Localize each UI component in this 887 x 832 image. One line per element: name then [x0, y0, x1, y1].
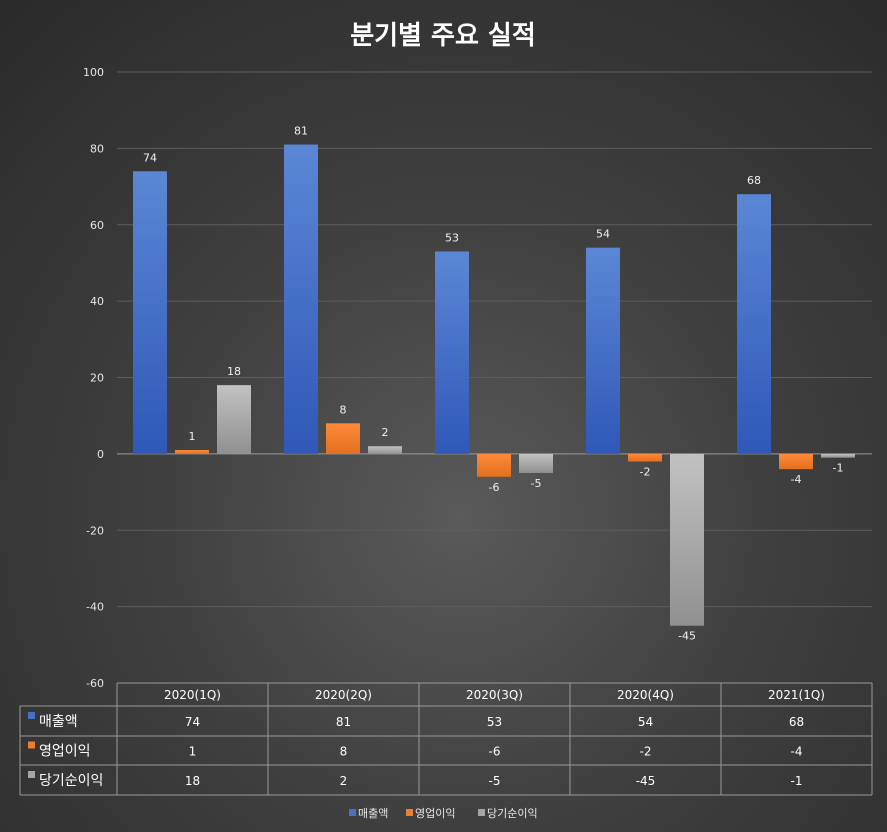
data-label: -6	[489, 481, 500, 494]
bar-영업이익-2020(4Q)	[628, 453, 662, 462]
data-label: -45	[678, 630, 696, 643]
y-tick-label: -60	[86, 677, 104, 690]
bar-매출액-2021(1Q)	[737, 194, 771, 454]
table-cell: 54	[638, 715, 653, 729]
data-label: 54	[596, 228, 610, 241]
bar-당기순이익-2020(2Q)	[368, 446, 402, 454]
chart-title: 분기별 주요 실적	[350, 21, 536, 51]
bar-매출액-2020(3Q)	[435, 251, 469, 454]
data-label: 53	[445, 231, 459, 244]
y-tick-label: 20	[90, 372, 104, 385]
bar-영업이익-2020(2Q)	[326, 423, 360, 454]
y-tick-label: 60	[90, 219, 104, 232]
legend-key	[349, 809, 356, 816]
table-cell: -2	[640, 745, 652, 759]
table-legend-key	[28, 771, 35, 778]
table-cell: -5	[489, 774, 501, 788]
legend-key	[406, 809, 413, 816]
y-tick-label: -20	[86, 524, 104, 537]
bar-영업이익-2020(1Q)	[175, 450, 209, 454]
bar-영업이익-2021(1Q)	[779, 453, 813, 470]
data-label: 68	[747, 174, 761, 187]
y-tick-label: 0	[97, 448, 104, 461]
table-cell: 18	[185, 774, 200, 788]
data-label: 81	[294, 125, 308, 138]
table-cell: 81	[336, 715, 351, 729]
table-row-label: 매출액	[39, 714, 78, 730]
bar-매출액-2020(1Q)	[133, 171, 167, 454]
table-legend-key	[28, 712, 35, 719]
table-cell: 68	[789, 715, 804, 729]
y-tick-label: -40	[86, 601, 104, 614]
data-label: -4	[791, 473, 802, 486]
table-header-cell: 2021(1Q)	[768, 688, 825, 702]
table-cell: -4	[791, 745, 803, 759]
bar-영업이익-2020(3Q)	[477, 453, 511, 477]
table-cell: 1	[189, 745, 197, 759]
data-label: -2	[640, 466, 651, 479]
table-header-cell: 2020(2Q)	[315, 688, 372, 702]
table-header-cell: 2020(1Q)	[164, 688, 221, 702]
table-cell: 74	[185, 715, 200, 729]
bar-당기순이익-2020(4Q)	[670, 453, 704, 626]
table-header-cell: 2020(3Q)	[466, 688, 523, 702]
data-label: 74	[143, 151, 157, 164]
legend-label: 당기순이익	[487, 807, 538, 820]
y-tick-label: 100	[83, 66, 104, 79]
y-tick-label: 80	[90, 142, 104, 155]
table-row-label: 영업이익	[39, 744, 91, 760]
table-cell: 53	[487, 715, 502, 729]
legend-label: 매출액	[358, 807, 388, 820]
legend-label: 영업이익	[415, 807, 455, 820]
table-row-label: 당기순이익	[39, 773, 103, 789]
table-cell: -6	[489, 745, 501, 759]
data-label: 18	[227, 365, 241, 378]
bar-당기순이익-2021(1Q)	[821, 453, 855, 458]
data-label: 8	[340, 403, 347, 416]
table-cell: -45	[636, 774, 656, 788]
table-legend-key	[28, 741, 35, 749]
table-cell: -1	[791, 774, 803, 788]
data-label: 2	[382, 426, 389, 439]
y-tick-label: 40	[90, 295, 104, 308]
data-label: -5	[531, 477, 542, 490]
bar-당기순이익-2020(1Q)	[217, 385, 251, 454]
table-cell: 2	[340, 774, 348, 788]
table-cell: 8	[340, 745, 348, 759]
data-label: -1	[833, 462, 844, 475]
bar-매출액-2020(2Q)	[284, 144, 318, 454]
table-header-cell: 2020(4Q)	[617, 688, 674, 702]
data-label: 1	[189, 430, 196, 443]
bar-매출액-2020(4Q)	[586, 247, 620, 454]
legend-key	[478, 809, 485, 816]
bar-당기순이익-2020(3Q)	[519, 453, 553, 473]
